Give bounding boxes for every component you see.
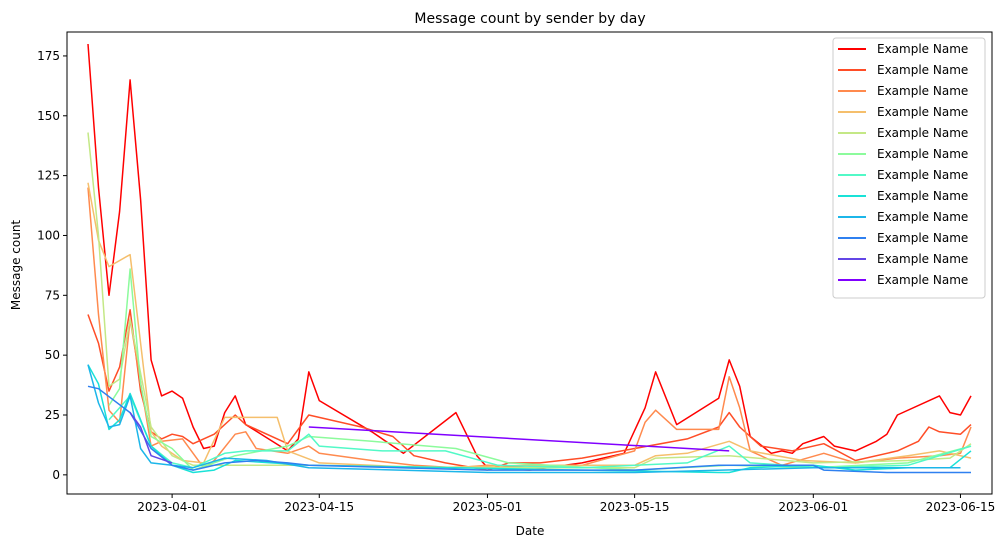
x-tick-label: 2023-06-15 bbox=[926, 500, 996, 514]
legend-label: Example Name bbox=[877, 189, 968, 203]
series-layer bbox=[87, 43, 972, 474]
series-line-4 bbox=[87, 182, 972, 469]
series-line-9 bbox=[87, 364, 961, 474]
legend: Example Name Example Name Example Name Exam… bbox=[832, 37, 986, 299]
legend-box bbox=[832, 37, 986, 299]
x-axis-title: Date bbox=[516, 524, 545, 538]
axes-frame bbox=[66, 31, 993, 495]
chart-title: Message count by sender by day bbox=[414, 11, 645, 27]
legend-label: Example Name bbox=[877, 168, 968, 182]
y-tick-label: 150 bbox=[37, 109, 60, 123]
series-line-12 bbox=[308, 426, 730, 452]
y-tick-label: 125 bbox=[37, 169, 60, 183]
series-line-2 bbox=[87, 308, 972, 471]
legend-label: Example Name bbox=[877, 126, 968, 140]
x-tick-label: 2023-06-01 bbox=[778, 500, 848, 514]
legend-label: Example Name bbox=[877, 84, 968, 98]
y-tick-label: 25 bbox=[45, 408, 60, 422]
x-tick-label: 2023-04-01 bbox=[137, 500, 207, 514]
y-tick-label: 50 bbox=[45, 348, 60, 362]
legend-label: Example Name bbox=[877, 273, 968, 287]
legend-label: Example Name bbox=[877, 105, 968, 119]
x-tick-label: 2023-05-15 bbox=[600, 500, 670, 514]
x-tick-label: 2023-04-15 bbox=[284, 500, 354, 514]
plot-area: 2023-04-01 2023-04-15 2023-05-01 2023-05-15… bbox=[37, 31, 995, 514]
series-line-11 bbox=[129, 412, 173, 464]
x-tick-label: 2023-05-01 bbox=[453, 500, 523, 514]
legend-label: Example Name bbox=[877, 147, 968, 161]
legend-label: Example Name bbox=[877, 252, 968, 266]
legend-label: Example Name bbox=[877, 42, 968, 56]
y-tick-label: 75 bbox=[45, 288, 60, 302]
y-tick-label: 100 bbox=[37, 228, 60, 242]
y-tick-label: 0 bbox=[52, 468, 60, 482]
series-line-5 bbox=[87, 132, 972, 469]
legend-label: Example Name bbox=[877, 231, 968, 245]
y-tick-label: 175 bbox=[37, 49, 60, 63]
legend-label: Example Name bbox=[877, 63, 968, 77]
y-axis-title: Message count bbox=[9, 220, 23, 311]
series-line-7 bbox=[108, 395, 972, 469]
x-axis: 2023-04-01 2023-04-15 2023-05-01 2023-05-15… bbox=[137, 494, 995, 514]
y-axis: 0 25 50 75 100 125 150 175 bbox=[37, 49, 67, 482]
legend-label: Example Name bbox=[877, 210, 968, 224]
